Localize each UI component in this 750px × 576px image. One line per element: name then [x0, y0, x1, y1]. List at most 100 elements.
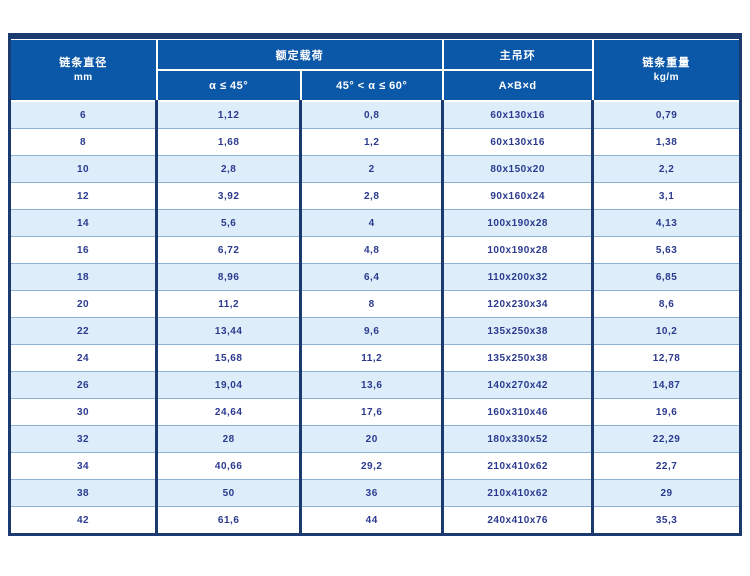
table-cell: 4 [299, 209, 443, 237]
table-cell: 180x330x52 [441, 425, 593, 453]
table-row: 10 2,8 2 80x150x20 2,2 [11, 155, 739, 183]
table-row: 6 1,12 0,8 60x130x16 0,79 [11, 101, 739, 129]
header-rated-load: 额定载荷 [155, 39, 444, 71]
table-cell: 6,85 [591, 263, 739, 291]
header-chain-weight-label: 链条重量 [642, 57, 691, 69]
table-cell: 14 [11, 209, 157, 237]
table-cell: 10 [11, 155, 157, 183]
spec-table: 链条直径 mm 额定载荷 主吊环 链条重量 kg/m α ≤ 45° 45° <… [11, 39, 739, 533]
table-row: 26 19,04 13,6 140x270x42 14,87 [11, 371, 739, 399]
table-cell: 38 [11, 479, 157, 507]
table-cell: 140x270x42 [441, 371, 593, 399]
table-cell: 0,79 [591, 101, 739, 129]
table-cell: 20 [11, 290, 157, 318]
table-body: 6 1,12 0,8 60x130x16 0,79 8 1,68 1,2 60x130x16 1,… [11, 101, 739, 533]
table-cell: 13,44 [155, 317, 301, 345]
table-cell: 6,4 [299, 263, 443, 291]
header-chain-diameter: 链条直径 mm [11, 39, 158, 102]
table-cell: 5,63 [591, 236, 739, 264]
table-cell: 14,87 [591, 371, 739, 399]
table-row: 20 11,2 8 120x230x34 8,6 [11, 290, 739, 318]
table-cell: 60x130x16 [441, 128, 593, 156]
table-cell: 2,2 [591, 155, 739, 183]
table-cell: 1,38 [591, 128, 739, 156]
header-angle-le-45: α ≤ 45° [156, 69, 302, 102]
header-main-ring: 主吊环 [441, 39, 594, 71]
table-row: 22 13,44 9,6 135x250x38 10,2 [11, 317, 739, 345]
table-cell: 19,6 [591, 398, 739, 426]
header-chain-weight: 链条重量 kg/m [591, 39, 739, 102]
chain-spec-table: 链条直径 mm 额定载荷 主吊环 链条重量 kg/m α ≤ 45° 45° <… [8, 33, 742, 536]
table-cell: 60x130x16 [441, 101, 593, 129]
table-cell: 17,6 [299, 398, 443, 426]
table-cell: 8,6 [591, 290, 739, 318]
table-cell: 3,92 [155, 182, 301, 210]
table-cell: 22,29 [591, 425, 739, 453]
table-cell: 24 [11, 344, 157, 372]
header-chain-diameter-label: 链条直径 [59, 57, 108, 69]
table-cell: 2,8 [155, 155, 301, 183]
table-cell: 210x410x62 [441, 479, 593, 507]
table-header: 链条直径 mm 额定载荷 主吊环 链条重量 kg/m α ≤ 45° 45° <… [11, 39, 739, 102]
table-cell: 34 [11, 452, 157, 480]
table-cell: 160x310x46 [441, 398, 593, 426]
table-row: 38 50 36 210x410x62 29 [11, 479, 739, 507]
table-cell: 135x250x38 [441, 317, 593, 345]
table-row: 18 8,96 6,4 110x200x32 6,85 [11, 263, 739, 291]
header-row-2: α ≤ 45° 45° < α ≤ 60° A×B×d [11, 69, 739, 102]
table-cell: 2,8 [299, 182, 443, 210]
table-cell: 29,2 [299, 452, 443, 480]
table-cell: 110x200x32 [441, 263, 593, 291]
table-cell: 0,8 [299, 101, 443, 129]
table-cell: 8 [299, 290, 443, 318]
table-row: 32 28 20 180x330x52 22,29 [11, 425, 739, 453]
table-cell: 1,12 [155, 101, 301, 129]
table-cell: 22,7 [591, 452, 739, 480]
table-cell: 120x230x34 [441, 290, 593, 318]
table-cell: 11,2 [155, 290, 301, 318]
table-cell: 28 [155, 425, 301, 453]
table-cell: 13,6 [299, 371, 443, 399]
table-cell: 1,68 [155, 128, 301, 156]
table-cell: 12 [11, 182, 157, 210]
table-cell: 36 [299, 479, 443, 507]
table-cell: 11,2 [299, 344, 443, 372]
table-cell: 80x150x20 [441, 155, 593, 183]
header-angle-45-60: 45° < α ≤ 60° [299, 69, 444, 102]
table-cell: 2 [299, 155, 443, 183]
table-cell: 1,2 [299, 128, 443, 156]
header-ring-dimensions: A×B×d [441, 69, 593, 102]
table-cell: 4,13 [591, 209, 739, 237]
table-cell: 90x160x24 [441, 182, 593, 210]
table-row: 14 5,6 4 100x190x28 4,13 [11, 209, 739, 237]
table-row: 8 1,68 1,2 60x130x16 1,38 [11, 128, 739, 156]
header-chain-diameter-unit: mm [73, 72, 93, 83]
table-cell: 16 [11, 236, 157, 264]
table-cell: 40,66 [155, 452, 301, 480]
table-cell: 100x190x28 [441, 209, 593, 237]
table-cell: 50 [155, 479, 301, 507]
table-cell: 5,6 [155, 209, 301, 237]
table-cell: 24,64 [155, 398, 301, 426]
table-cell: 15,68 [155, 344, 301, 372]
table-cell: 26 [11, 371, 157, 399]
table-cell: 8,96 [155, 263, 301, 291]
table-cell: 6,72 [155, 236, 301, 264]
header-chain-weight-unit: kg/m [653, 72, 679, 83]
table-row: 16 6,72 4,8 100x190x28 5,63 [11, 236, 739, 264]
header-row-1: 链条直径 mm 额定载荷 主吊环 链条重量 kg/m [11, 39, 739, 102]
table-row: 30 24,64 17,6 160x310x46 19,6 [11, 398, 739, 426]
table-cell: 10,2 [591, 317, 739, 345]
table-cell: 22 [11, 317, 157, 345]
table-cell: 29 [591, 479, 739, 507]
table-cell: 44 [299, 506, 443, 533]
table-cell: 240x410x76 [441, 506, 593, 533]
table-cell: 35,3 [591, 506, 739, 533]
table-row: 12 3,92 2,8 90x160x24 3,1 [11, 182, 739, 210]
table-cell: 19,04 [155, 371, 301, 399]
table-cell: 12,78 [591, 344, 739, 372]
table-cell: 210x410x62 [441, 452, 593, 480]
table-cell: 30 [11, 398, 157, 426]
table-row: 24 15,68 11,2 135x250x38 12,78 [11, 344, 739, 372]
table-cell: 8 [11, 128, 157, 156]
